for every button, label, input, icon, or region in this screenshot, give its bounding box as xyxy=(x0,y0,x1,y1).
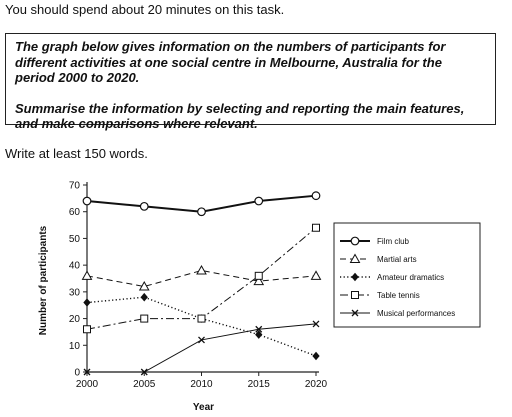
series-4-point xyxy=(197,314,206,323)
series-2-point xyxy=(196,264,207,275)
series-3-point xyxy=(312,351,320,361)
legend-marker-1 xyxy=(350,236,360,246)
series-1-point xyxy=(139,201,149,211)
y-tick-label: 20 xyxy=(69,314,81,325)
series-4-point xyxy=(312,223,320,232)
y-tick-label: 40 xyxy=(69,261,81,272)
series-5-point xyxy=(312,320,320,328)
series-1-point xyxy=(82,196,92,206)
task-instruction: Summarise the information by selecting a… xyxy=(15,100,465,132)
series-1-point xyxy=(197,207,206,217)
legend-box xyxy=(333,222,481,328)
legend-marker-2 xyxy=(349,253,361,263)
series-4-point xyxy=(140,314,149,323)
task-description: The graph below gives information on the… xyxy=(15,39,446,85)
legend-marker-3 xyxy=(351,272,359,282)
intro-text: You should spend about 20 minutes on thi… xyxy=(5,2,285,17)
series-line-5 xyxy=(87,323,317,373)
x-tick-label: 2000 xyxy=(76,379,99,390)
series-line-3 xyxy=(86,296,317,357)
series-1-point xyxy=(311,191,321,201)
legend-marker-4 xyxy=(351,291,359,299)
legend-label: Martial arts xyxy=(377,255,417,264)
y-tick-label: 30 xyxy=(69,287,81,298)
series-5-point xyxy=(198,336,205,344)
x-tick-label: 2005 xyxy=(133,379,156,390)
series-line-4 xyxy=(86,227,317,330)
series-2-point xyxy=(253,275,265,286)
legend-marker-5 xyxy=(351,309,359,317)
series-3-point xyxy=(140,292,148,302)
line-chart: 0 10 20 30 40 50 60 70 2000 2005 2010 2015 2020 Year N… xyxy=(38,181,481,413)
legend-label: Musical performances xyxy=(377,309,455,318)
y-tick-label: 60 xyxy=(69,207,81,218)
series-1-point xyxy=(254,196,264,206)
y-tick-label: 70 xyxy=(69,181,81,192)
series-4-point xyxy=(83,325,91,334)
x-tick-label: 2010 xyxy=(190,379,213,390)
x-tick-label: 2020 xyxy=(305,379,328,390)
series-5-point xyxy=(140,368,148,376)
x-axis-title: Year xyxy=(193,402,214,413)
task-box: The graph below gives information on the… xyxy=(5,33,496,131)
series-5-point xyxy=(255,325,263,333)
series-5-point xyxy=(83,368,91,376)
x-tick-label: 2015 xyxy=(248,379,271,390)
legend-label: Table tennis xyxy=(377,291,420,300)
series-3-point xyxy=(255,330,263,339)
series-2-point xyxy=(310,270,322,280)
y-tick-label: 10 xyxy=(69,341,81,352)
y-tick-label: 0 xyxy=(74,368,80,379)
series-4-point xyxy=(254,271,263,280)
legend-label: Amateur dramatics xyxy=(377,273,444,282)
y-axis-title: Number of participants xyxy=(38,225,49,335)
series-line-2 xyxy=(86,269,317,288)
y-tick-label: 50 xyxy=(69,234,81,245)
series-3-point xyxy=(83,298,91,307)
series-2-point xyxy=(81,270,93,280)
word-count-note: Write at least 150 words. xyxy=(5,146,148,161)
series-2-point xyxy=(138,280,150,291)
legend-label: Film club xyxy=(377,237,410,246)
